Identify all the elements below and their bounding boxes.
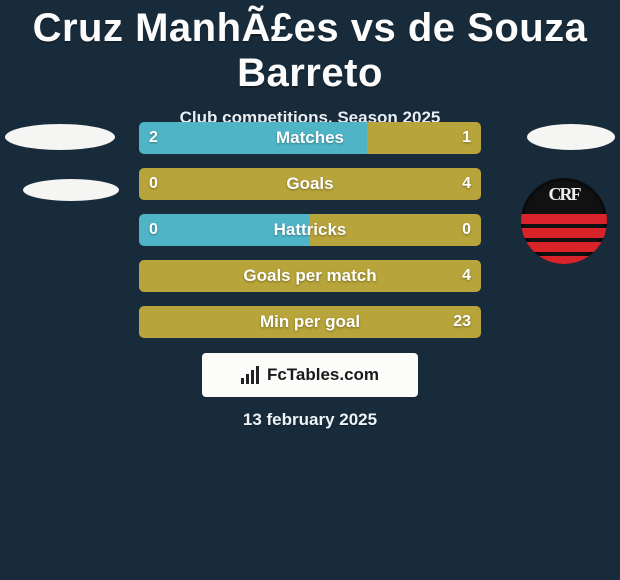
stat-row: 0Goals4 bbox=[139, 168, 481, 200]
brand-footer[interactable]: FcTables.com bbox=[202, 353, 418, 397]
page-title: Cruz ManhÃ£es vs de Souza Barreto bbox=[0, 0, 620, 96]
stat-label: Goals per match bbox=[139, 266, 481, 286]
stat-right-value: 4 bbox=[462, 260, 471, 292]
stat-row: Min per goal23 bbox=[139, 306, 481, 338]
stat-right-value: 1 bbox=[462, 122, 471, 154]
comparison-card: { "background_color": "#182b3a", "title"… bbox=[0, 0, 620, 580]
stat-label: Matches bbox=[139, 128, 481, 148]
stat-right-value: 4 bbox=[462, 168, 471, 200]
player-left-avatar-placeholder-2 bbox=[23, 179, 119, 201]
player-right-avatar-placeholder bbox=[527, 124, 615, 150]
stat-label: Hattricks bbox=[139, 220, 481, 240]
date-label: 13 february 2025 bbox=[0, 410, 620, 430]
club-logo: CRF bbox=[521, 178, 607, 264]
stat-label: Goals bbox=[139, 174, 481, 194]
stat-row: Goals per match4 bbox=[139, 260, 481, 292]
stat-label: Min per goal bbox=[139, 312, 481, 332]
player-left-avatar-placeholder-1 bbox=[5, 124, 115, 150]
club-monogram: CRF bbox=[549, 184, 580, 205]
brand-label: FcTables.com bbox=[267, 365, 379, 385]
stat-row: 2Matches1 bbox=[139, 122, 481, 154]
stat-right-value: 23 bbox=[453, 306, 471, 338]
stat-rows: 2Matches10Goals40Hattricks0Goals per mat… bbox=[139, 122, 481, 352]
stat-row: 0Hattricks0 bbox=[139, 214, 481, 246]
chart-icon bbox=[241, 366, 259, 384]
stat-right-value: 0 bbox=[462, 214, 471, 246]
